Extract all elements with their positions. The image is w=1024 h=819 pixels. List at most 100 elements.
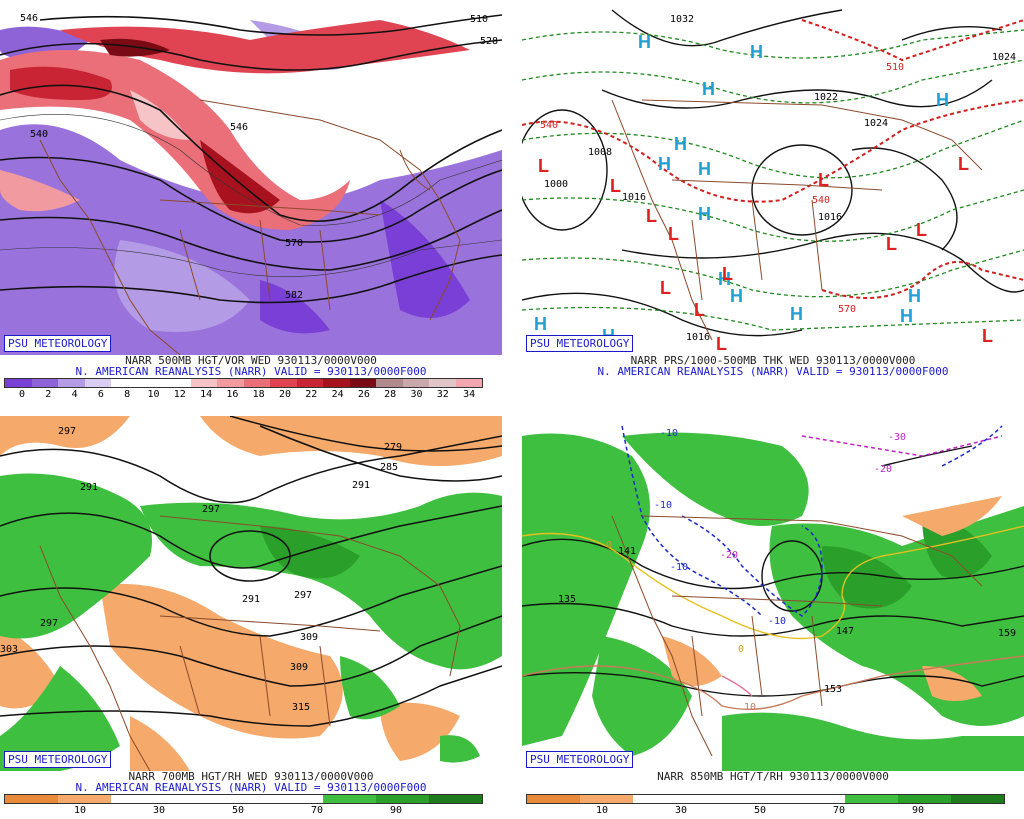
colorbar-swatch xyxy=(31,379,58,387)
rh-colorbar xyxy=(526,794,1005,804)
contour-label: 297 xyxy=(58,426,76,437)
map-850mb: 135 141 153 147 159 -10 -10 -10 -20 -10 … xyxy=(522,416,1024,771)
panel-850mb-temp-rh: 135 141 153 147 159 -10 -10 -10 -20 -10 … xyxy=(522,416,1024,819)
colorbar-tick-label: 32 xyxy=(436,389,449,400)
contour-label: 291 xyxy=(242,594,260,605)
thickness-label: 540 xyxy=(812,195,830,206)
colorbar-swatch xyxy=(792,795,845,803)
panel-700mb-rh: 297 279 285 291 291 297 297 291 303 309 … xyxy=(0,416,502,819)
temperature-label: -10 xyxy=(660,428,678,439)
colorbar-swatch xyxy=(190,379,217,387)
low-pressure-icon: L xyxy=(610,176,621,196)
high-pressure-icon: H xyxy=(908,286,921,306)
colorbar-tick-label: 2 xyxy=(45,389,52,400)
temperature-label: 10 xyxy=(744,702,756,713)
colorbar-swatch xyxy=(164,795,217,803)
contour-label: 303 xyxy=(0,644,18,655)
isobar-label: 1016 xyxy=(686,332,710,343)
isobar-label: 1022 xyxy=(814,92,838,103)
colorbar-swatch xyxy=(111,795,164,803)
colorbar-swatch xyxy=(217,379,244,387)
850mb-field: 135 141 153 147 159 -10 -10 -10 -20 -10 … xyxy=(522,416,1024,771)
contour-label: 570 xyxy=(285,238,303,249)
low-pressure-icon: L xyxy=(660,278,671,298)
low-pressure-icon: L xyxy=(722,264,733,284)
contour-label: 147 xyxy=(836,626,854,637)
temperature-label: -10 xyxy=(768,616,786,627)
isobar-label: 1000 xyxy=(544,179,568,190)
low-pressure-icon: L xyxy=(694,300,705,320)
colorbar-tick-label: 34 xyxy=(463,389,476,400)
panel-caption: NARR 700MB HGT/RH WED 930113/0000V000 xyxy=(128,770,374,783)
contour-label: 315 xyxy=(292,702,310,713)
colorbar-tick-label: 22 xyxy=(305,389,318,400)
colorbar-swatch xyxy=(5,379,32,387)
high-pressure-icon: H xyxy=(658,154,671,174)
contour-label: 153 xyxy=(824,684,842,695)
thickness-label: 510 xyxy=(886,62,904,73)
colorbar-swatch xyxy=(164,379,191,387)
temperature-label: -10 xyxy=(670,562,688,573)
colorbar-tick-label: 70 xyxy=(310,805,324,816)
high-pressure-icon: H xyxy=(702,79,715,99)
map-700mb: 297 279 285 291 291 297 297 291 303 309 … xyxy=(0,416,502,771)
contour-label: 309 xyxy=(290,662,308,673)
colorbar-swatch xyxy=(111,379,138,387)
rh-field: 297 279 285 291 291 297 297 291 303 309 … xyxy=(0,416,502,771)
colorbar-tick-label: 28 xyxy=(384,389,397,400)
contour-label: 546 xyxy=(230,122,248,133)
colorbar-tick-label: 30 xyxy=(410,389,423,400)
contour-label: 309 xyxy=(300,632,318,643)
colorbar-tick-label: 70 xyxy=(832,805,846,816)
colorbar-tick-label: 20 xyxy=(278,389,292,400)
low-pressure-icon: L xyxy=(982,326,993,346)
high-pressure-icon: H xyxy=(534,314,547,334)
panel-subcaption: N. AMERICAN REANALYSIS (NARR) VALID = 93… xyxy=(75,781,427,794)
colorbar-swatch xyxy=(323,795,376,803)
colorbar-tick-label: 10 xyxy=(73,805,87,816)
panel-caption: NARR PRS/1000-500MB THK WED 930113/0000V… xyxy=(630,354,916,367)
colorbar-swatch xyxy=(84,379,111,387)
colorbar-swatch xyxy=(739,795,792,803)
colorbar-swatch xyxy=(845,795,898,803)
contour-label: 285 xyxy=(380,462,398,473)
colorbar-tick-label: 10 xyxy=(147,389,160,400)
colorbar-swatch xyxy=(296,379,323,387)
high-pressure-icon: H xyxy=(900,306,913,326)
colorbar-swatch xyxy=(402,379,429,387)
temperature-label: 0 xyxy=(738,644,744,655)
low-pressure-icon: L xyxy=(538,156,549,176)
colorbar-tick-label: 12 xyxy=(173,389,186,400)
colorbar-swatch xyxy=(527,795,580,803)
rh-colorbar xyxy=(4,794,483,804)
high-pressure-icon: H xyxy=(936,90,949,110)
psu-meteorology-badge: PSU METEOROLOGY xyxy=(526,335,634,352)
colorbar-tick-label: 90 xyxy=(911,805,925,816)
colorbar-tick-label: 16 xyxy=(226,389,239,400)
colorbar-swatch xyxy=(633,795,686,803)
colorbar-tick-label: 8 xyxy=(124,389,131,400)
colorbar-swatch xyxy=(5,795,58,803)
contour-label: 297 xyxy=(202,504,220,515)
colorbar-swatch xyxy=(270,379,297,387)
map-500mb: 510 528 546 540 570 582 546 PSU METEOROL… xyxy=(0,0,502,355)
colorbar-tick-label: 50 xyxy=(753,805,767,816)
panel-pressure-thickness: H H H H H H H H H H H H H H H L L L L L xyxy=(522,0,1024,403)
contour-label: 528 xyxy=(480,36,498,47)
colorbar-swatch xyxy=(951,795,1004,803)
colorbar-tick-label: 14 xyxy=(200,389,213,400)
colorbar-swatch xyxy=(349,379,376,387)
colorbar-swatch xyxy=(376,379,403,387)
contour-label: 291 xyxy=(80,482,98,493)
colorbar-tick-label: 50 xyxy=(231,805,245,816)
high-pressure-icon: H xyxy=(730,286,743,306)
vorticity-field: 510 528 546 540 570 582 546 xyxy=(0,0,502,355)
panel-caption: NARR 500MB HGT/VOR WED 930113/0000V000 xyxy=(125,354,377,367)
colorbar-tick-label: 24 xyxy=(331,389,344,400)
colorbar-tick-label: 30 xyxy=(674,805,688,816)
isobar-label: 1008 xyxy=(588,147,612,158)
colorbar-tick-label: 10 xyxy=(595,805,609,816)
temperature-label: -30 xyxy=(888,432,906,443)
low-pressure-icon: L xyxy=(668,224,679,244)
colorbar-swatch xyxy=(898,795,951,803)
